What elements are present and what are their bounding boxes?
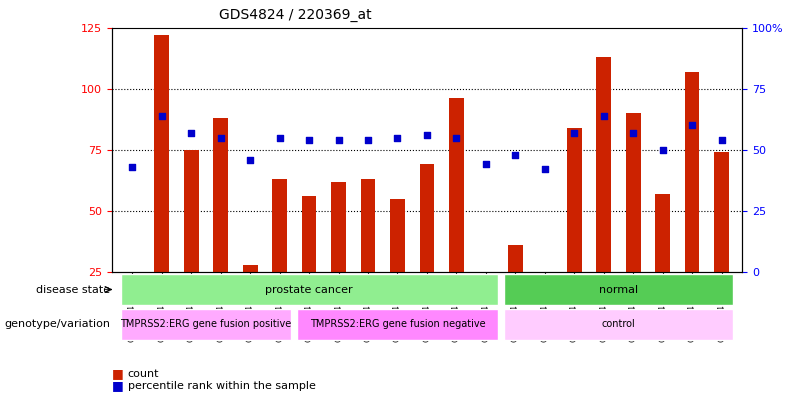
Text: genotype/variation: genotype/variation (4, 320, 110, 329)
Point (480, 161, 492, 167)
Point (597, 112, 610, 119)
Bar (331, 182, 346, 272)
Point (361, 137, 374, 143)
Bar (184, 150, 199, 272)
Bar (508, 245, 523, 272)
FancyBboxPatch shape (504, 274, 733, 305)
Bar (390, 199, 405, 272)
Text: GDS4824 / 220369_at: GDS4824 / 220369_at (219, 8, 372, 22)
Point (126, 164, 139, 170)
Point (302, 137, 315, 143)
Point (244, 156, 257, 163)
Bar (420, 164, 434, 272)
Point (450, 134, 463, 141)
Point (568, 130, 581, 136)
Text: disease state: disease state (36, 285, 110, 294)
Point (156, 112, 168, 119)
Point (656, 147, 669, 153)
Bar (213, 118, 228, 272)
Bar (449, 98, 464, 272)
Point (685, 122, 698, 129)
FancyBboxPatch shape (120, 274, 498, 305)
Bar (685, 72, 699, 272)
Text: count: count (128, 369, 159, 379)
Point (185, 130, 198, 136)
Text: TMPRSS2:ERG gene fusion negative: TMPRSS2:ERG gene fusion negative (310, 320, 485, 329)
Point (539, 166, 551, 173)
Point (421, 132, 433, 138)
Bar (302, 196, 317, 272)
FancyBboxPatch shape (298, 309, 498, 340)
Text: TMPRSS2:ERG gene fusion positive: TMPRSS2:ERG gene fusion positive (120, 320, 291, 329)
Text: prostate cancer: prostate cancer (265, 285, 353, 294)
Point (332, 137, 345, 143)
Point (509, 152, 522, 158)
Point (391, 134, 404, 141)
Bar (361, 179, 375, 272)
Text: ■: ■ (112, 379, 124, 392)
Bar (272, 179, 287, 272)
Text: normal: normal (598, 285, 638, 294)
Point (715, 137, 728, 143)
Bar (596, 57, 611, 272)
Text: control: control (602, 320, 635, 329)
Text: ■: ■ (112, 367, 124, 380)
Text: percentile rank within the sample: percentile rank within the sample (128, 381, 315, 391)
FancyBboxPatch shape (120, 309, 291, 340)
Bar (714, 152, 729, 272)
FancyBboxPatch shape (504, 309, 733, 340)
Point (626, 130, 639, 136)
Bar (155, 35, 169, 272)
Bar (243, 265, 258, 272)
Bar (655, 194, 670, 272)
Point (215, 134, 227, 141)
Point (273, 134, 286, 141)
Bar (567, 128, 582, 272)
Bar (626, 113, 641, 272)
